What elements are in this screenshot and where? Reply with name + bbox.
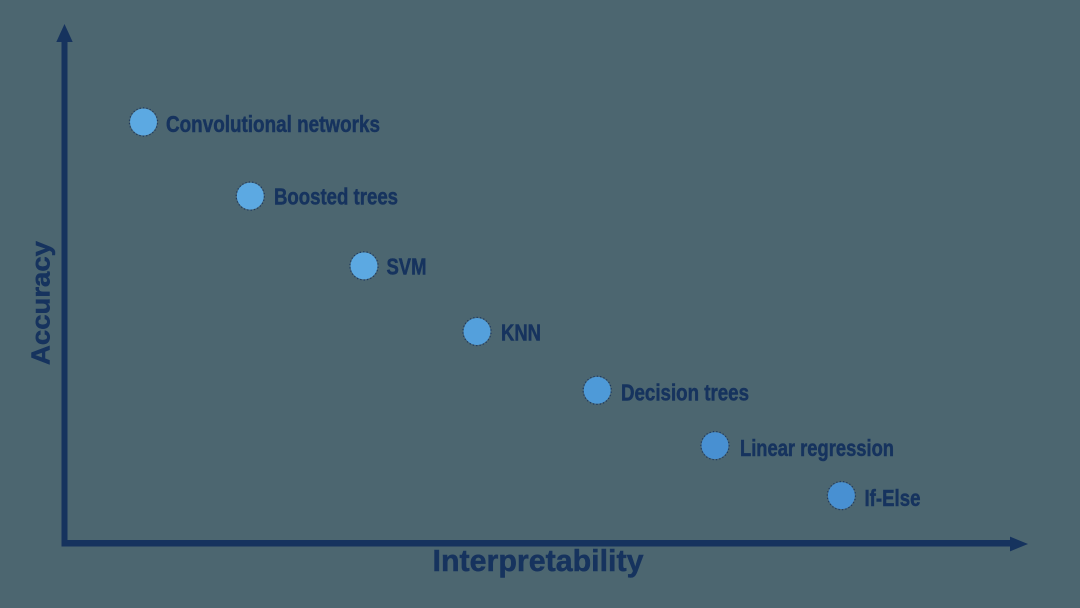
svg-text:Linear regression: Linear regression	[740, 435, 894, 461]
svg-text:Boosted trees: Boosted trees	[274, 184, 398, 210]
svg-text:SVM: SVM	[387, 254, 427, 280]
svg-text:If-Else: If-Else	[865, 485, 921, 511]
svg-text:Decision trees: Decision trees	[621, 380, 749, 406]
svg-text:Convolutional networks: Convolutional networks	[166, 111, 380, 137]
svg-text:Accuracy: Accuracy	[26, 240, 56, 365]
svg-text:KNN: KNN	[501, 320, 541, 346]
svg-text:Interpretability: Interpretability	[433, 543, 645, 578]
